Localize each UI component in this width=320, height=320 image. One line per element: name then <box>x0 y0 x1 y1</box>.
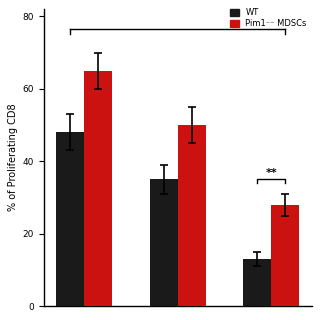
Bar <box>178 125 206 306</box>
Bar <box>56 132 84 306</box>
Bar <box>84 71 112 306</box>
Text: **: ** <box>266 168 277 178</box>
Bar <box>271 205 300 306</box>
Y-axis label: % of Proliferating CD8: % of Proliferating CD8 <box>8 104 18 212</box>
Legend: WT, Pim1⁻⁻ MDSCs: WT, Pim1⁻⁻ MDSCs <box>229 7 308 29</box>
Bar <box>243 259 271 306</box>
Bar <box>149 180 178 306</box>
